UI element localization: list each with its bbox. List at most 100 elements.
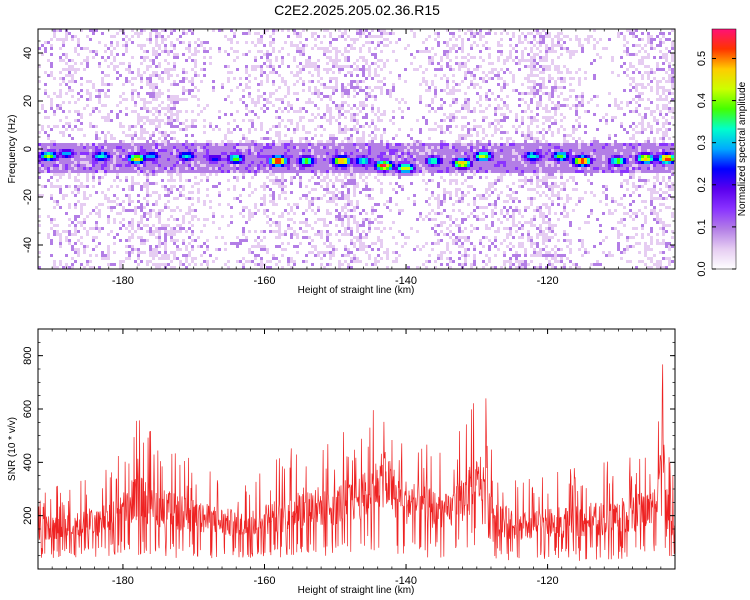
spectrogram-cell <box>350 65 353 68</box>
spectrogram-cell <box>407 155 410 158</box>
spectrogram-cell <box>302 155 305 158</box>
spectrogram-cell <box>371 182 374 185</box>
spectrogram-cell <box>353 68 356 71</box>
spectrogram-cell <box>122 98 125 101</box>
spectrogram-cell <box>74 233 77 236</box>
spectrogram-cell <box>296 41 299 44</box>
spectrogram-cell <box>149 173 152 176</box>
spectrogram-cell <box>146 83 149 86</box>
spectrogram-cell <box>122 260 125 263</box>
spectrogram-cell <box>326 95 329 98</box>
spectrogram-cell <box>251 245 254 248</box>
spectrogram-cell <box>314 32 317 35</box>
spectrogram-cell <box>101 152 104 155</box>
spectrogram-cell <box>68 218 71 221</box>
spectrogram-cell <box>362 221 365 224</box>
spectrogram-cell <box>320 185 323 188</box>
spectrogram-cell <box>380 119 383 122</box>
spectrogram-cell <box>299 47 302 50</box>
spectrogram-cell <box>158 89 161 92</box>
spectrogram-cell <box>125 164 128 167</box>
spectrogram-cell <box>194 86 197 89</box>
spectrogram-cell <box>365 251 368 254</box>
spectrogram-cell <box>332 59 335 62</box>
spectrogram-cell <box>344 38 347 41</box>
spectrogram-cell <box>320 158 323 161</box>
spectrogram-cell <box>443 119 446 122</box>
spectrogram-cell <box>425 146 428 149</box>
spectrogram-cell <box>272 47 275 50</box>
spectrogram-cell <box>209 32 212 35</box>
spectrogram-cell <box>299 185 302 188</box>
spectrogram-cell <box>86 209 89 212</box>
spectrogram-cell <box>332 164 335 167</box>
spectrogram-cell <box>38 155 41 158</box>
spectrogram-cell <box>152 29 155 32</box>
spectrogram-cell <box>149 41 152 44</box>
spectrogram-cell <box>302 125 305 128</box>
spectrogram-cell <box>200 149 203 152</box>
spectrogram-cell <box>86 47 89 50</box>
spectrogram-cell <box>143 29 146 32</box>
spectrogram-cell <box>50 200 53 203</box>
spectrogram-cell <box>209 56 212 59</box>
spectrogram-cell <box>287 158 290 161</box>
spectrogram-cell <box>428 110 431 113</box>
spectrogram-cell <box>377 266 380 269</box>
spectrogram-cell <box>134 104 137 107</box>
spectrogram-cell <box>149 95 152 98</box>
spectrogram-cell <box>125 155 128 158</box>
spectrogram-cell <box>71 128 74 131</box>
spectrogram-cell <box>275 131 278 134</box>
spectrogram-cell <box>365 152 368 155</box>
spectrogram-cell <box>56 110 59 113</box>
spectrogram-cell <box>404 146 407 149</box>
spectrogram-cell <box>176 239 179 242</box>
spectrogram-cell <box>296 80 299 83</box>
spectrogram-cell <box>107 113 110 116</box>
spectrogram-cell <box>359 143 362 146</box>
spectrogram-cell <box>443 197 446 200</box>
spectrogram-cell <box>371 158 374 161</box>
spectrogram-cell <box>77 230 80 233</box>
spectrogram-cell <box>92 146 95 149</box>
spectrogram-cell <box>158 86 161 89</box>
spectrogram-cell <box>155 92 158 95</box>
spectrogram-cell <box>326 74 329 77</box>
spectrogram-cell <box>440 158 443 161</box>
spectrogram-cell <box>377 248 380 251</box>
spectrogram-cell <box>110 149 113 152</box>
spectrogram-cell <box>164 263 167 266</box>
spectrogram-cell <box>257 167 260 170</box>
spectrogram-cell <box>218 194 221 197</box>
spectrogram-cell <box>284 86 287 89</box>
spectrogram-cell <box>137 194 140 197</box>
spectrogram-cell <box>125 230 128 233</box>
spectrogram-cell <box>377 179 380 182</box>
spectrogram-cell <box>332 200 335 203</box>
spectrogram-cell <box>266 248 269 251</box>
spectrogram-cell <box>338 68 341 71</box>
spectrogram-cell <box>323 179 326 182</box>
spectrogram-cell <box>152 146 155 149</box>
spectrogram-cell <box>443 170 446 173</box>
spectrogram-cell <box>41 167 44 170</box>
spectrogram-cell <box>149 164 152 167</box>
spectrogram-cell <box>125 68 128 71</box>
spectrogram-cell <box>188 152 191 155</box>
spectrogram-cell <box>86 92 89 95</box>
spectrogram-cell <box>161 200 164 203</box>
spectrogram-cell <box>272 254 275 257</box>
spectrogram-cell <box>377 101 380 104</box>
spectrogram-cell <box>374 218 377 221</box>
spectrogram-cell <box>437 68 440 71</box>
spectrogram-cell <box>254 68 257 71</box>
spectrogram-cell <box>110 164 113 167</box>
spectrogram-cell <box>311 65 314 68</box>
spectrogram-cell <box>308 209 311 212</box>
spectrogram-cell <box>218 203 221 206</box>
spectrogram-cell <box>50 194 53 197</box>
spectrogram-cell <box>320 41 323 44</box>
spectrogram-cell <box>92 212 95 215</box>
spectrogram-cell <box>230 107 233 110</box>
